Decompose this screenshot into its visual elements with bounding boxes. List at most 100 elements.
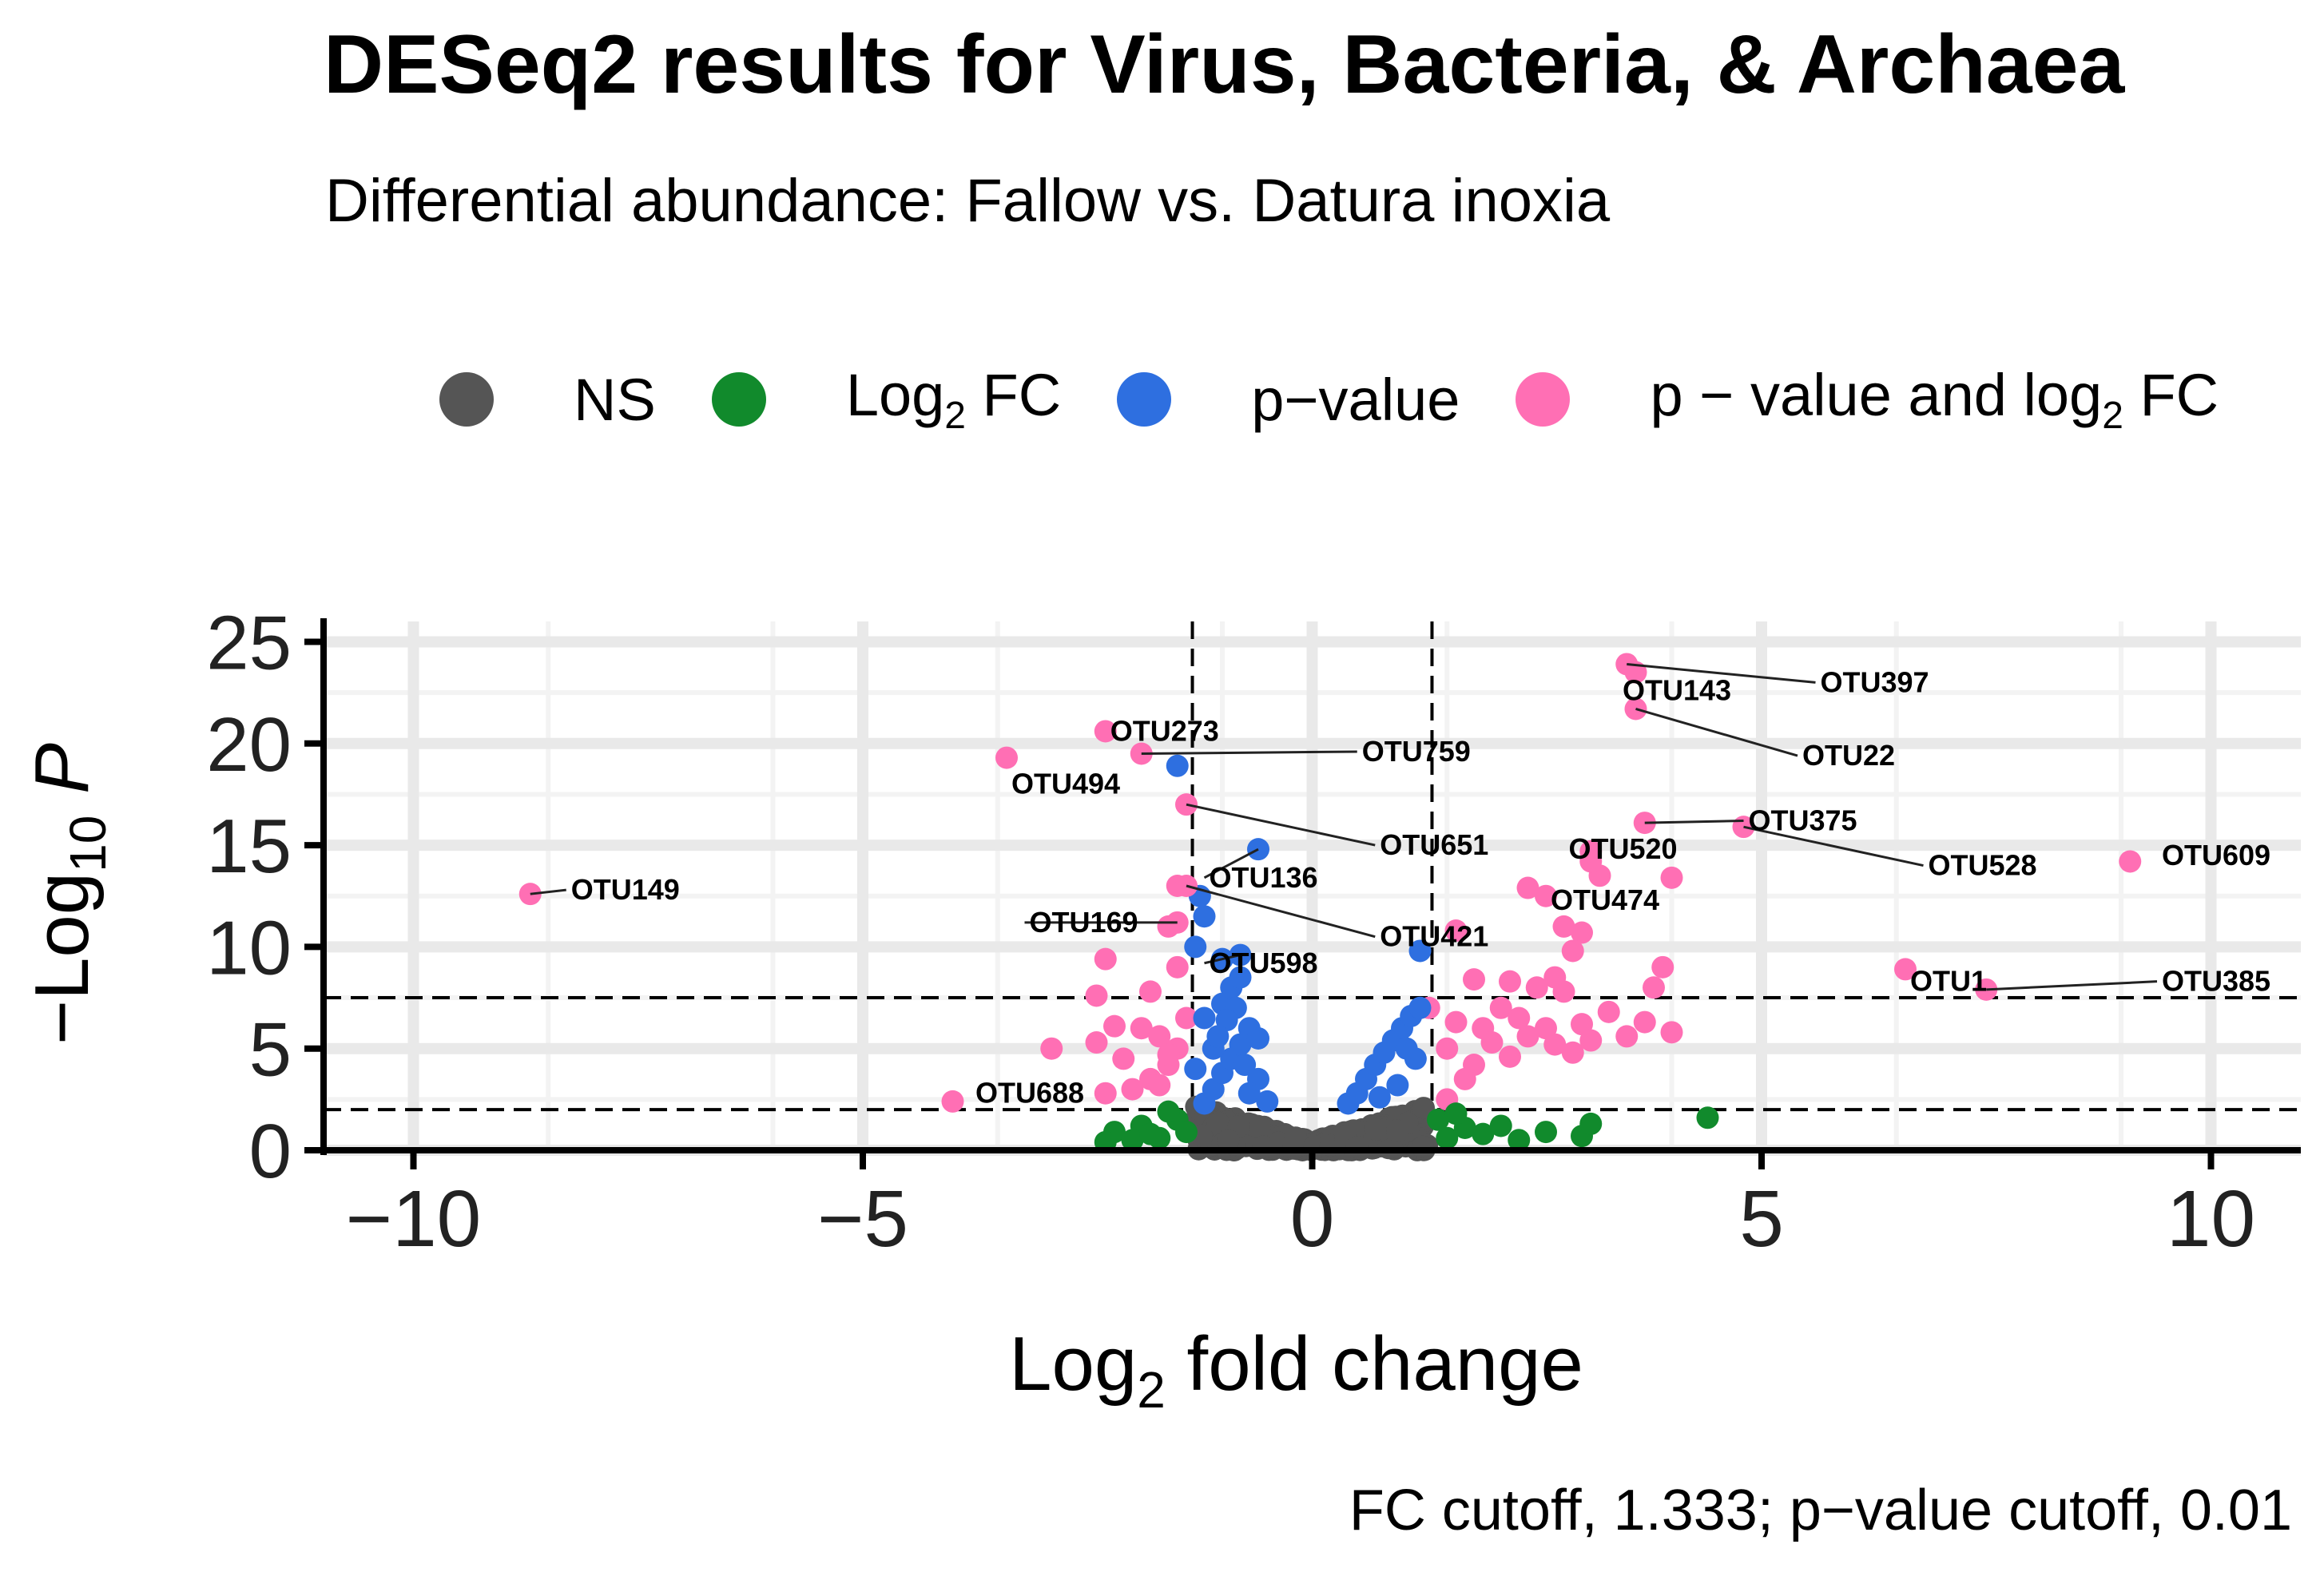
data-point: [1121, 1078, 1144, 1101]
legend-item-pvalue: p−value: [1117, 366, 1460, 434]
data-point: [1237, 1082, 1261, 1105]
legend-key-ns: [439, 372, 494, 427]
label-connector: [1141, 750, 1357, 755]
y-tick-label: 20: [206, 702, 292, 788]
data-point: [1499, 1045, 1521, 1068]
label-connectors: [530, 662, 2158, 991]
data-point: [1256, 1090, 1279, 1113]
data-point: [1175, 1121, 1198, 1144]
data-point: [1535, 1017, 1557, 1040]
point-label: OTU149: [571, 873, 680, 906]
data-point: [1571, 921, 1593, 944]
data-point: [1121, 1129, 1144, 1152]
data-point: [1651, 955, 1674, 979]
data-point: [1094, 1082, 1117, 1105]
point-label: OTU474: [1551, 883, 1659, 916]
y-tick-label: 25: [206, 600, 292, 685]
data-point: [1130, 1017, 1153, 1040]
x-tick-label: 5: [1739, 1174, 1784, 1264]
point-label: OTU759: [1362, 735, 1471, 768]
legend-item-pvalue-and-log2fc: p − value and log2 FC: [1516, 361, 2219, 438]
legend-key-log2fc: [711, 371, 766, 427]
point-label: OTU169: [1030, 906, 1138, 939]
x-tick-label: 0: [1290, 1174, 1335, 1264]
legend-item-ns: NS: [439, 366, 656, 434]
ns-point: [1284, 1126, 1307, 1149]
data-point: [1543, 1033, 1567, 1056]
data-point: [1247, 1026, 1269, 1050]
data-point: [1480, 1031, 1504, 1054]
ns-point: [1411, 1135, 1434, 1158]
data-point: [1148, 1025, 1171, 1048]
y-tick-label: 15: [206, 804, 292, 889]
point-label: OTU143: [1623, 674, 1731, 707]
data-point: [1386, 1074, 1409, 1097]
data-point: [1085, 1031, 1108, 1054]
data-point: [1139, 980, 1162, 1003]
label-connector: [1186, 803, 1376, 847]
data-point: [1229, 966, 1252, 989]
data-point: [1408, 996, 1432, 1019]
data-point: [1215, 1009, 1238, 1032]
legend-key-pvalue: [1117, 372, 1172, 427]
labeled-point: [941, 1090, 964, 1113]
data-point: [1561, 939, 1584, 963]
data-point: [1166, 955, 1189, 979]
data-point: [1472, 1122, 1495, 1145]
data-point: [1525, 976, 1548, 999]
data-point: [1543, 966, 1567, 989]
x-axis-label: Log2 fold change: [1009, 1321, 1583, 1419]
data-point: [1696, 1106, 1719, 1129]
ns-point: [1217, 1129, 1240, 1152]
point-label: OTU397: [1821, 665, 1929, 698]
labeled-point: [1094, 720, 1117, 743]
data-point: [1571, 1013, 1593, 1036]
data-point: [1103, 1014, 1126, 1038]
point-label: OTU421: [1380, 920, 1488, 953]
point-label: OTU273: [1110, 714, 1219, 747]
data-point: [1463, 968, 1485, 991]
y-tick-label: 10: [206, 905, 292, 990]
point-label: OTU688: [975, 1077, 1084, 1110]
ns-point: [1248, 1116, 1271, 1139]
data-point: [1499, 970, 1521, 993]
label-connector: [530, 888, 566, 895]
data-point: [1395, 1037, 1418, 1060]
data-point: [1615, 1025, 1639, 1048]
point-label: OTU1: [1910, 965, 1987, 998]
data-point: [1633, 1010, 1656, 1034]
data-point: [1193, 905, 1216, 928]
label-connector: [1635, 708, 1798, 757]
labeled-point: [1535, 884, 1557, 907]
grid: [321, 621, 2301, 1156]
legend-label-ns: NS: [574, 366, 656, 433]
point-label: OTU22: [1802, 739, 1895, 772]
ns-point: [1252, 1135, 1275, 1158]
y-tick-label: 5: [249, 1007, 292, 1093]
axes: [304, 618, 2301, 1169]
label-connector: [1204, 954, 1241, 965]
data-point: [1085, 984, 1108, 1007]
chart-title: DESeq2 results for Virus, Bacteria, & Ar…: [324, 18, 2125, 111]
x-tick-label: 10: [2167, 1174, 2255, 1264]
data-point: [1552, 915, 1575, 938]
point-label: OTU609: [2162, 839, 2270, 871]
point-label: OTU598: [1210, 947, 1318, 979]
data-point: [1148, 1074, 1171, 1097]
label-connector: [1627, 662, 1816, 684]
data-point: [1453, 1067, 1476, 1090]
data-point: [1579, 1029, 1603, 1052]
data-point: [1436, 1037, 1459, 1060]
data-point: [1206, 1025, 1230, 1048]
data-point: [1112, 1047, 1135, 1070]
data-point: [1184, 1058, 1207, 1081]
labeled-point: [1894, 958, 1917, 981]
data-point: [1157, 1043, 1180, 1066]
ns-point: [1385, 1119, 1408, 1142]
label-connector: [1743, 825, 1924, 867]
y-axis-label: −Log10 P: [19, 743, 117, 1045]
data-point: [1516, 1025, 1539, 1048]
data-point: [1561, 1041, 1584, 1064]
legend-item-log2fc: Log2 FC: [711, 361, 1061, 438]
point-label: OTU136: [1210, 861, 1318, 894]
